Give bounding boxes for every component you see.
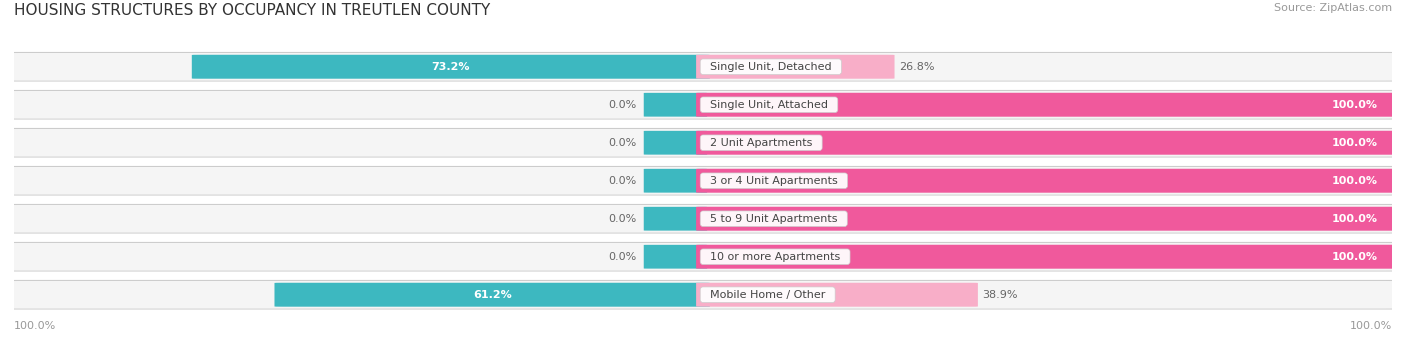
FancyBboxPatch shape — [696, 207, 1399, 231]
FancyBboxPatch shape — [4, 129, 1402, 157]
Text: 10 or more Apartments: 10 or more Apartments — [703, 252, 848, 262]
Text: 3 or 4 Unit Apartments: 3 or 4 Unit Apartments — [703, 176, 845, 186]
Text: 100.0%: 100.0% — [14, 321, 56, 331]
FancyBboxPatch shape — [696, 283, 979, 307]
Text: 100.0%: 100.0% — [1331, 252, 1378, 262]
FancyBboxPatch shape — [644, 207, 707, 231]
Text: Mobile Home / Other: Mobile Home / Other — [703, 290, 832, 300]
Text: 100.0%: 100.0% — [1331, 214, 1378, 224]
FancyBboxPatch shape — [4, 281, 1402, 309]
FancyBboxPatch shape — [644, 169, 707, 193]
FancyBboxPatch shape — [4, 53, 1402, 80]
Text: 0.0%: 0.0% — [609, 138, 637, 148]
FancyBboxPatch shape — [0, 205, 1406, 233]
Text: 38.9%: 38.9% — [981, 290, 1018, 300]
Text: 100.0%: 100.0% — [1350, 321, 1392, 331]
FancyBboxPatch shape — [4, 205, 1402, 233]
Text: 0.0%: 0.0% — [609, 100, 637, 110]
Text: 61.2%: 61.2% — [472, 290, 512, 300]
Text: 100.0%: 100.0% — [1331, 100, 1378, 110]
FancyBboxPatch shape — [696, 131, 1399, 155]
FancyBboxPatch shape — [696, 169, 1399, 193]
Text: 0.0%: 0.0% — [609, 214, 637, 224]
FancyBboxPatch shape — [696, 55, 894, 79]
FancyBboxPatch shape — [0, 90, 1406, 119]
FancyBboxPatch shape — [644, 131, 707, 154]
FancyBboxPatch shape — [4, 91, 1402, 118]
FancyBboxPatch shape — [0, 53, 1406, 81]
Text: 5 to 9 Unit Apartments: 5 to 9 Unit Apartments — [703, 214, 845, 224]
Text: HOUSING STRUCTURES BY OCCUPANCY IN TREUTLEN COUNTY: HOUSING STRUCTURES BY OCCUPANCY IN TREUT… — [14, 3, 491, 18]
FancyBboxPatch shape — [696, 93, 1399, 117]
FancyBboxPatch shape — [191, 55, 710, 79]
FancyBboxPatch shape — [0, 242, 1406, 271]
Text: 26.8%: 26.8% — [898, 62, 934, 72]
FancyBboxPatch shape — [4, 243, 1402, 270]
FancyBboxPatch shape — [644, 93, 707, 117]
FancyBboxPatch shape — [696, 245, 1399, 269]
Text: 100.0%: 100.0% — [1331, 138, 1378, 148]
FancyBboxPatch shape — [0, 129, 1406, 157]
Text: Single Unit, Attached: Single Unit, Attached — [703, 100, 835, 110]
FancyBboxPatch shape — [0, 166, 1406, 195]
FancyBboxPatch shape — [4, 167, 1402, 194]
Text: 0.0%: 0.0% — [609, 252, 637, 262]
FancyBboxPatch shape — [274, 283, 710, 307]
FancyBboxPatch shape — [644, 245, 707, 269]
Text: 100.0%: 100.0% — [1331, 176, 1378, 186]
Text: 2 Unit Apartments: 2 Unit Apartments — [703, 138, 820, 148]
Text: Single Unit, Detached: Single Unit, Detached — [703, 62, 838, 72]
Text: 0.0%: 0.0% — [609, 176, 637, 186]
Text: Source: ZipAtlas.com: Source: ZipAtlas.com — [1274, 3, 1392, 13]
FancyBboxPatch shape — [0, 280, 1406, 309]
Text: 73.2%: 73.2% — [432, 62, 470, 72]
